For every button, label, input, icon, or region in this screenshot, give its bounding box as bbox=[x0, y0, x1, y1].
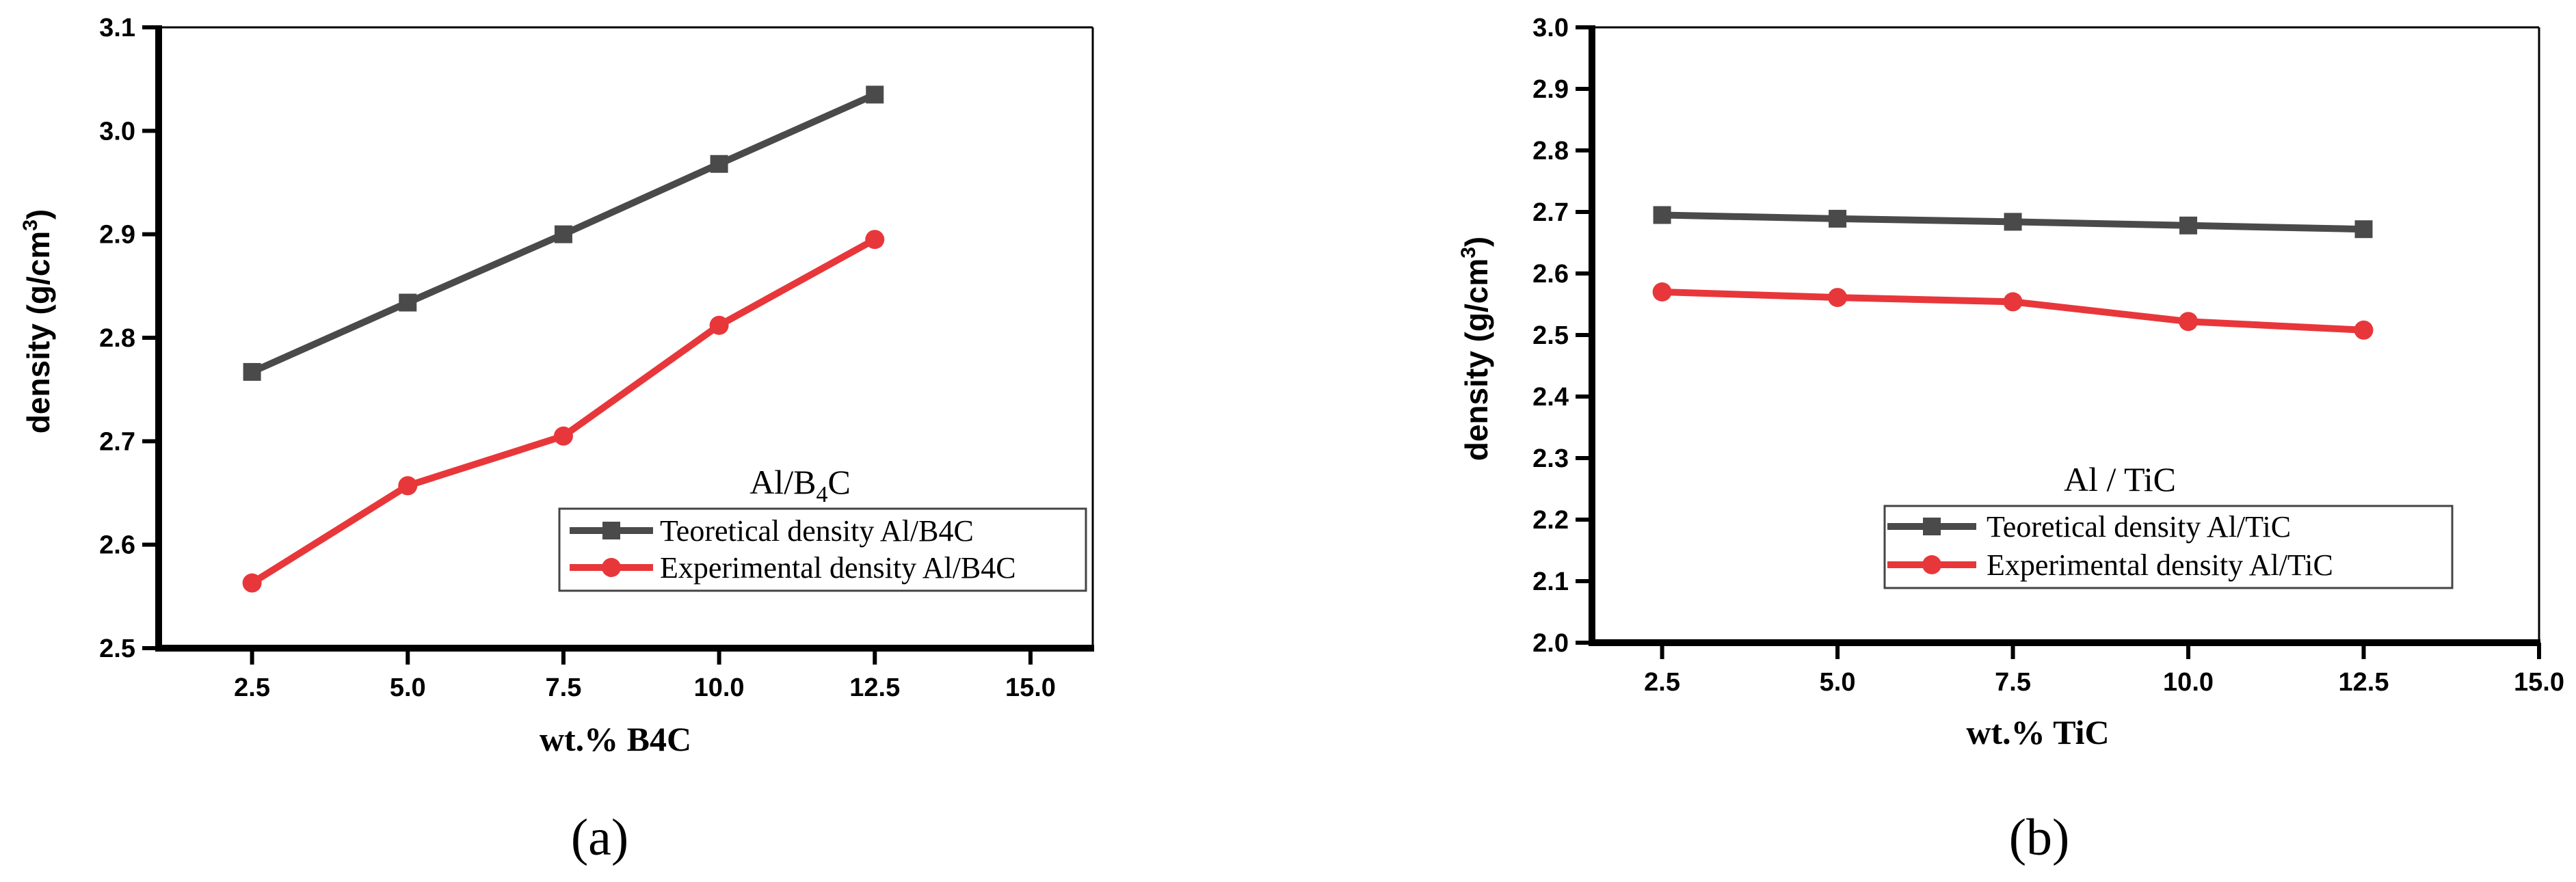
chart-b-series-1-point bbox=[1828, 288, 1848, 308]
chart-b-legend-label-1: Experimental density Al/TiC bbox=[1987, 548, 2333, 582]
chart-b-panel-label: (b) bbox=[2009, 809, 2070, 866]
chart-b-legend-label-0: Teoretical density Al/TiC bbox=[1987, 510, 2291, 544]
chart-b-xtick-label: 5.0 bbox=[1820, 668, 1856, 697]
chart-b-series-0-point bbox=[1829, 209, 1847, 228]
chart-a-ytick-label: 2.6 bbox=[99, 531, 135, 560]
chart-a-series-1-point bbox=[242, 573, 262, 593]
chart-a-xtick-label: 2.5 bbox=[234, 673, 270, 702]
chart-b-ytick-label: 2.3 bbox=[1532, 444, 1569, 473]
chart-b-series-0-point bbox=[2354, 220, 2373, 239]
chart-a-ytick-label: 2.8 bbox=[99, 324, 135, 353]
chart-b-legend-marker-0 bbox=[1923, 518, 1941, 535]
chart-b-series-1-point bbox=[2179, 312, 2199, 332]
chart-a-legend-label-0: Teoretical density Al/B4C bbox=[660, 514, 974, 548]
chart-b-xtick-label: 10.0 bbox=[2163, 668, 2214, 697]
chart-a-xtick-label: 7.5 bbox=[546, 673, 582, 702]
chart-b-series bbox=[1652, 206, 2374, 340]
chart-b-ytick-label: 2.7 bbox=[1532, 198, 1569, 227]
chart-b-series-1-point bbox=[1652, 282, 1672, 302]
chart-a-ytick-label: 3.0 bbox=[99, 117, 135, 146]
chart-b-ytick-label: 2.8 bbox=[1532, 137, 1569, 165]
chart-b-legend: Teoretical density Al/TiC Experimental d… bbox=[1883, 505, 2454, 589]
chart-b-ytick-label: 2.0 bbox=[1532, 629, 1569, 658]
chart-a-xtick-label: 10.0 bbox=[694, 673, 745, 702]
chart-a-series-0-point bbox=[399, 293, 417, 312]
chart-b-series-1-point bbox=[2003, 292, 2023, 312]
chart-b-xtick-label: 2.5 bbox=[1644, 668, 1680, 697]
chart-a-legend-marker-1 bbox=[602, 558, 621, 577]
chart-a-xtick-label: 15.0 bbox=[1005, 673, 1056, 702]
chart-a-series-1-point bbox=[553, 426, 573, 446]
chart-a-ytick-label: 2.9 bbox=[99, 221, 135, 250]
chart-b-xtick-label: 12.5 bbox=[2339, 668, 2389, 697]
chart-b-series-0-point bbox=[2004, 213, 2022, 231]
chart-b-ylabel: density (g/cm3) bbox=[1457, 237, 1494, 462]
chart-b-ytick-label: 3.0 bbox=[1532, 14, 1569, 42]
chart-a-ytick-label: 2.5 bbox=[99, 634, 135, 663]
chart-b: 2.0 2.1 2.2 2.3 2.4 2.5 2.6 2.7 2.8 2.9 3.0 2.5 5.0 7… bbox=[1457, 14, 2564, 866]
chart-a: 2.5 2.6 2.7 2.8 2.9 3.0 3.1 2.5 5.0 7.5 10.0 12.5 15… bbox=[19, 14, 1094, 866]
chart-a-legend-label-1: Experimental density Al/B4C bbox=[660, 551, 1016, 585]
chart-b-series-0-point bbox=[2179, 216, 2198, 235]
chart-b-xtick-label: 7.5 bbox=[1995, 668, 2031, 697]
chart-a-legend-marker-0 bbox=[602, 522, 620, 539]
chart-a-legend: Teoretical density Al/B4C Experimental d… bbox=[558, 507, 1087, 592]
chart-a-series-1-point bbox=[865, 230, 885, 250]
chart-b-ytick-label: 2.4 bbox=[1532, 383, 1569, 412]
chart-b-series-1-point bbox=[2354, 320, 2374, 340]
chart-b-ytick-label: 2.5 bbox=[1532, 321, 1569, 350]
chart-a-legend-box bbox=[558, 507, 1087, 592]
chart-a-xtick-label: 5.0 bbox=[390, 673, 426, 702]
chart-a-annotation: Al/B4C bbox=[749, 463, 851, 507]
chart-a-panel-label: (a) bbox=[571, 809, 628, 866]
chart-a-series-0-point bbox=[710, 155, 728, 173]
chart-b-legend-box bbox=[1883, 505, 2454, 589]
chart-a-ylabel: density (g/cm3) bbox=[19, 209, 56, 434]
chart-b-ytick-label: 2.6 bbox=[1532, 260, 1569, 289]
chart-b-xtick-label: 15.0 bbox=[2514, 668, 2564, 697]
chart-a-series-1-point bbox=[398, 476, 418, 496]
chart-b-ytick-label: 2.2 bbox=[1532, 506, 1569, 535]
chart-b-xlabel: wt.% TiC bbox=[1966, 713, 2109, 751]
chart-b-ytick-label: 2.9 bbox=[1532, 75, 1569, 104]
chart-a-series-0-point bbox=[866, 85, 884, 104]
chart-b-ticks: 2.0 2.1 2.2 2.3 2.4 2.5 2.6 2.7 2.8 2.9 3.0 2.5 5.0 7… bbox=[1532, 14, 2564, 697]
chart-a-xlabel: wt.% B4C bbox=[540, 720, 691, 758]
chart-a-series-1-point bbox=[709, 315, 729, 335]
chart-a-series bbox=[242, 85, 885, 593]
chart-a-xtick-label: 12.5 bbox=[849, 673, 900, 702]
chart-a-series-0-point bbox=[554, 225, 572, 243]
chart-a-series-0-point bbox=[243, 362, 261, 381]
chart-b-series-0-point bbox=[1653, 206, 1671, 224]
chart-a-ytick-label: 3.1 bbox=[99, 14, 135, 42]
chart-b-legend-marker-1 bbox=[1922, 555, 1941, 574]
chart-b-annotation: Al / TiC bbox=[2064, 460, 2176, 498]
chart-b-ytick-label: 2.1 bbox=[1532, 567, 1569, 596]
chart-a-ticks: 2.5 2.6 2.7 2.8 2.9 3.0 3.1 2.5 5.0 7.5 10.0 12.5 15… bbox=[99, 14, 1056, 702]
chart-a-ytick-label: 2.7 bbox=[99, 427, 135, 456]
